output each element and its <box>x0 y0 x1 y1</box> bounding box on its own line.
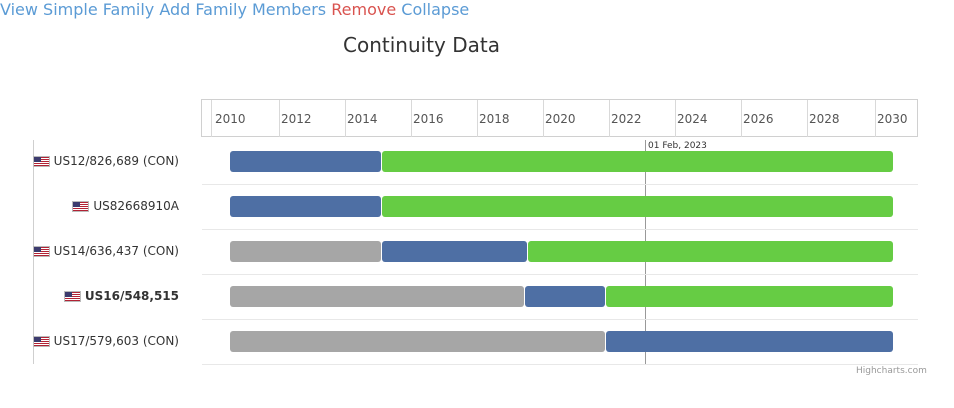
view-simple-family-link[interactable]: View Simple Family <box>0 0 155 19</box>
row-separator <box>202 274 918 275</box>
x-tick-label: 2010 <box>215 112 246 126</box>
page-title: Continuity Data <box>343 33 500 57</box>
x-tick-label: 2026 <box>743 112 774 126</box>
add-family-members-link[interactable]: Add Family Members <box>159 0 327 19</box>
x-tick-label: 2022 <box>611 112 642 126</box>
highcharts-credits[interactable]: Highcharts.com <box>856 366 927 376</box>
remove-link[interactable]: Remove <box>331 0 397 19</box>
us-flag-icon <box>32 335 50 347</box>
gantt-bar-segment[interactable] <box>230 331 605 352</box>
x-tick-separator <box>279 100 280 137</box>
x-tick-label: 2016 <box>413 112 444 126</box>
x-tick-label: 2028 <box>809 112 840 126</box>
row-separator <box>202 364 918 365</box>
top-nav: View Simple Family Continuity Data Add F… <box>0 0 954 57</box>
x-tick-label: 2014 <box>347 112 378 126</box>
row-label[interactable]: US82668910A <box>72 199 179 213</box>
x-tick-separator <box>609 100 610 137</box>
x-axis-box <box>201 99 918 137</box>
gantt-bar-segment[interactable] <box>230 286 524 307</box>
row-label-text: US16/548,515 <box>84 289 179 303</box>
x-tick-separator <box>875 100 876 137</box>
row-label-text: US17/579,603 (CON) <box>53 334 179 348</box>
us-flag-icon <box>32 245 50 257</box>
gantt-bar-segment[interactable] <box>230 151 382 172</box>
today-marker-label: 01 Feb, 2023 <box>648 141 707 151</box>
gantt-bar-segment[interactable] <box>230 196 382 217</box>
collapse-link[interactable]: Collapse <box>401 0 470 19</box>
gantt-bar-segment[interactable] <box>230 241 382 262</box>
x-tick-separator <box>411 100 412 137</box>
row-label[interactable]: US12/826,689 (CON) <box>32 154 179 168</box>
gantt-bar-segment[interactable] <box>605 286 894 307</box>
row-separator <box>202 184 918 185</box>
row-label[interactable]: US17/579,603 (CON) <box>32 334 179 348</box>
us-flag-icon <box>32 155 50 167</box>
gantt-bar-segment[interactable] <box>524 286 605 307</box>
x-tick-separator <box>807 100 808 137</box>
x-tick-separator <box>477 100 478 137</box>
row-label[interactable]: US16/548,515 <box>63 289 179 303</box>
x-tick-label: 2012 <box>281 112 312 126</box>
row-label-text: US82668910A <box>93 199 179 213</box>
us-flag-icon <box>63 290 81 302</box>
gantt-bar-segment[interactable] <box>528 241 894 262</box>
x-tick-label: 2030 <box>877 112 908 126</box>
us-flag-icon <box>72 200 90 212</box>
gantt-bar-segment[interactable] <box>382 196 894 217</box>
x-tick-separator <box>211 100 212 137</box>
row-separator <box>202 229 918 230</box>
x-tick-label: 2024 <box>677 112 708 126</box>
x-tick-separator <box>543 100 544 137</box>
x-tick-separator <box>345 100 346 137</box>
row-separator <box>202 319 918 320</box>
x-tick-label: 2020 <box>545 112 576 126</box>
gantt-bar-segment[interactable] <box>382 151 894 172</box>
x-tick-separator <box>741 100 742 137</box>
row-label-text: US14/636,437 (CON) <box>53 244 179 258</box>
gantt-bar-segment[interactable] <box>382 241 528 262</box>
x-tick-separator <box>675 100 676 137</box>
row-label[interactable]: US14/636,437 (CON) <box>32 244 179 258</box>
row-label-text: US12/826,689 (CON) <box>53 154 179 168</box>
x-tick-label: 2018 <box>479 112 510 126</box>
gantt-bar-segment[interactable] <box>605 331 894 352</box>
